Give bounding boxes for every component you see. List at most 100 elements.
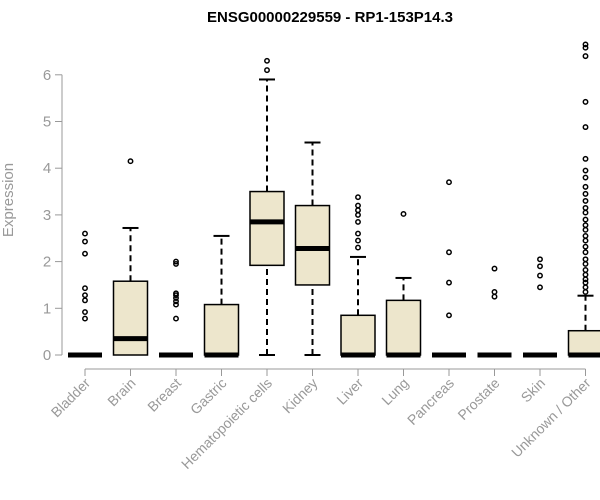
- outlier-point: [173, 258, 179, 265]
- outlier-point: [173, 315, 179, 322]
- outlier-point: [446, 179, 452, 186]
- box-liver: [340, 194, 376, 358]
- outlier-point: [582, 226, 589, 233]
- outlier-point: [355, 202, 361, 209]
- x-tick-label: Liver: [333, 375, 366, 408]
- x-tick-label: Kidney: [279, 375, 321, 417]
- outlier-point: [82, 230, 88, 237]
- box-skin: [523, 256, 557, 358]
- x-tick-label: Hematopoietic cells: [178, 375, 275, 472]
- outlier-point: [582, 260, 589, 267]
- box-kidney: [294, 141, 331, 356]
- outlier-point: [173, 301, 179, 308]
- chart-title: ENSG00000229559 - RP1-153P14.3: [207, 9, 453, 26]
- outlier-point: [355, 244, 361, 251]
- x-tick-label: Pancreas: [404, 375, 457, 428]
- outlier-point: [173, 298, 179, 305]
- outlier-point: [355, 218, 361, 225]
- outlier-point: [582, 197, 589, 204]
- outlier-point: [582, 271, 589, 278]
- outlier-point: [582, 216, 589, 223]
- box-bladder: [68, 230, 102, 358]
- outlier-point: [446, 279, 452, 286]
- outlier-point: [82, 297, 88, 304]
- box-pancreas: [432, 179, 466, 358]
- box-iqr: [249, 190, 285, 267]
- outlier-point: [537, 263, 543, 270]
- y-tick-label: 6: [43, 67, 51, 84]
- outlier-point: [491, 293, 498, 300]
- outlier-point: [446, 249, 452, 256]
- outlier-point: [582, 279, 589, 286]
- outlier-point: [582, 209, 589, 216]
- outlier-point: [264, 57, 270, 64]
- outlier-point: [582, 243, 589, 250]
- outlier-point: [582, 237, 589, 244]
- x-tick-label: Prostate: [454, 375, 502, 423]
- x-tick-label: Lung: [378, 375, 411, 408]
- box-iqr: [294, 204, 331, 286]
- outlier-point: [127, 158, 134, 165]
- x-tick-label: Brain: [104, 375, 138, 409]
- y-tick-label: 1: [43, 300, 51, 317]
- y-tick-label: 5: [43, 114, 51, 131]
- outlier-point: [82, 309, 88, 315]
- box-brain: [112, 158, 149, 356]
- outlier-point: [446, 312, 452, 319]
- y-axis-label: Expression: [0, 163, 17, 237]
- box-unknown-other: [567, 41, 600, 358]
- outlier-point: [355, 211, 361, 218]
- outlier-point: [491, 289, 498, 295]
- y-tick-label: 4: [43, 160, 51, 177]
- outlier-point: [82, 238, 88, 245]
- x-tick-label: Breast: [144, 375, 184, 415]
- box-iqr: [112, 280, 149, 356]
- outlier-point: [582, 284, 589, 291]
- outlier-point: [582, 124, 589, 131]
- outlier-point: [582, 174, 589, 181]
- outlier-point: [582, 232, 589, 239]
- outlier-point: [173, 260, 179, 267]
- y-axis: 0 1 2 3 4 5 6: [43, 67, 63, 364]
- outlier-point: [582, 53, 589, 60]
- outlier-point: [582, 190, 589, 197]
- outlier-point: [82, 292, 88, 299]
- outlier-point: [582, 41, 589, 48]
- outlier-point: [582, 44, 589, 51]
- outlier-point: [491, 265, 498, 272]
- outlier-point: [582, 167, 589, 174]
- y-tick-label: 3: [43, 207, 51, 224]
- box-iqr: [340, 314, 376, 356]
- outlier-point: [582, 222, 589, 229]
- outlier-point: [582, 183, 589, 190]
- outlier-point: [400, 211, 407, 217]
- outlier-point: [582, 204, 589, 211]
- outlier-point: [582, 98, 589, 105]
- outlier-point: [582, 289, 589, 295]
- box-hematopoietic-cells: [249, 57, 285, 356]
- outlier-point: [582, 155, 589, 162]
- outlier-point: [82, 250, 88, 257]
- box-iqr: [567, 329, 600, 356]
- outlier-point: [82, 285, 88, 292]
- x-tick-label: Unknown / Other: [508, 375, 594, 461]
- outlier-point: [537, 256, 543, 263]
- outlier-point: [537, 272, 543, 279]
- outlier-point: [173, 290, 179, 297]
- y-tick-label: 0: [43, 347, 51, 364]
- outlier-point: [355, 237, 361, 244]
- outlier-point: [537, 284, 543, 291]
- box-gastric: [203, 234, 240, 358]
- outlier-point: [582, 256, 589, 263]
- box-lung: [385, 211, 422, 358]
- x-tick-label: Bladder: [48, 375, 94, 421]
- outlier-point: [355, 230, 361, 237]
- boxes-layer: [68, 41, 600, 358]
- x-tick-label: Skin: [518, 375, 549, 406]
- box-prostate: [477, 265, 512, 358]
- outlier-point: [82, 315, 88, 322]
- outlier-point: [355, 194, 361, 201]
- y-tick-label: 2: [43, 254, 51, 271]
